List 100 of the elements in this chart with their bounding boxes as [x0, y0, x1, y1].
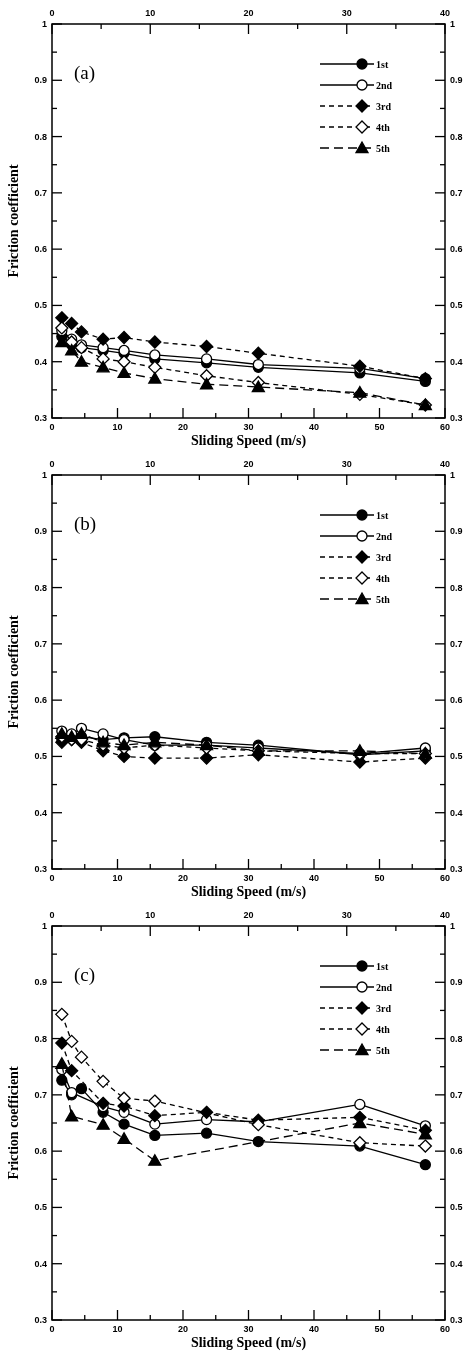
y-axis-title: Friction coefficient — [6, 164, 21, 278]
y2-tick-label: 0.5 — [450, 300, 463, 311]
y-tick-label: 1 — [41, 470, 47, 480]
x-tick-label: 40 — [308, 873, 320, 883]
x-tick-label: 50 — [374, 422, 385, 432]
y2-tick-label: 0.5 — [450, 751, 463, 762]
x2-tick-label: 40 — [439, 8, 451, 18]
y-tick-label: 0.5 — [34, 300, 47, 311]
x2-tick-label: 30 — [341, 459, 352, 469]
x2-tick-label: 40 — [439, 459, 451, 469]
y2-tick-label: 0.3 — [450, 413, 463, 423]
x-tick-label: 60 — [439, 422, 451, 432]
y2-tick-label: 1 — [450, 921, 456, 931]
y2-tick-label: 1 — [450, 19, 456, 29]
y2-tick-label: 0.9 — [450, 75, 463, 86]
y2-tick-label: 0.6 — [450, 695, 463, 706]
legend-label: 5th — [376, 142, 391, 154]
legend-label: 5th — [376, 593, 391, 605]
x-tick-label: 10 — [112, 422, 123, 432]
y-tick-label: 0.4 — [34, 1258, 47, 1269]
y-tick-label: 0.7 — [34, 638, 47, 649]
y2-tick-label: 0.5 — [450, 1202, 463, 1213]
legend-label: 4th — [376, 572, 391, 584]
y-tick-label: 0.3 — [34, 864, 47, 874]
x2-tick-label: 0 — [49, 459, 55, 469]
annotation: (a) — [74, 62, 96, 84]
x-tick-label: 10 — [112, 873, 123, 883]
y2-tick-label: 0.8 — [450, 582, 463, 593]
y-tick-label: 0.8 — [34, 582, 47, 593]
x-tick-label: 0 — [49, 1324, 55, 1334]
x2-tick-label: 20 — [243, 910, 254, 920]
legend-label: 2nd — [376, 79, 393, 91]
x-tick-label: 20 — [177, 873, 189, 883]
legend-label: 3rd — [376, 551, 392, 563]
y2-tick-label: 0.6 — [450, 1146, 463, 1157]
y-tick-label: 0.7 — [34, 1089, 47, 1100]
y-tick-label: 0.6 — [34, 695, 47, 706]
x-axis-title: Sliding Speed (m/s) — [190, 433, 307, 449]
legend-label: 3rd — [376, 100, 392, 112]
y-tick-label: 0.6 — [34, 244, 47, 255]
y-tick-label: 1 — [41, 921, 47, 931]
y2-tick-label: 0.4 — [450, 1258, 463, 1269]
y-axis-title: Friction coefficient — [6, 1066, 21, 1180]
legend-label: 3rd — [376, 1002, 392, 1014]
x-axis-title: Sliding Speed (m/s) — [190, 884, 307, 900]
x-tick-label: 40 — [308, 1324, 320, 1334]
y2-tick-label: 0.4 — [450, 356, 463, 367]
x2-tick-label: 20 — [243, 8, 254, 18]
y2-tick-label: 0.4 — [450, 807, 463, 818]
y-tick-label: 0.6 — [34, 1146, 47, 1157]
y2-tick-label: 0.8 — [450, 1033, 463, 1044]
legend-label: 4th — [376, 1023, 391, 1035]
x-tick-label: 60 — [439, 1324, 451, 1334]
y2-tick-label: 0.6 — [450, 244, 463, 255]
x2-tick-label: 10 — [145, 8, 156, 18]
x2-tick-label: 30 — [341, 8, 352, 18]
y-tick-label: 0.9 — [34, 526, 47, 537]
y-tick-label: 0.5 — [34, 1202, 47, 1213]
x2-tick-label: 10 — [145, 910, 156, 920]
y-tick-label: 0.9 — [34, 75, 47, 86]
x-tick-label: 0 — [49, 422, 55, 432]
x-tick-label: 30 — [243, 1324, 254, 1334]
x-tick-label: 50 — [374, 873, 385, 883]
x-tick-label: 40 — [308, 422, 320, 432]
y2-tick-label: 0.7 — [450, 1089, 463, 1100]
y-tick-label: 0.7 — [34, 187, 47, 198]
y2-tick-label: 0.7 — [450, 638, 463, 649]
legend-label: 2nd — [376, 981, 393, 993]
y-tick-label: 1 — [41, 19, 47, 29]
annotation: (c) — [74, 964, 96, 986]
x2-tick-label: 30 — [341, 910, 352, 920]
x-tick-label: 30 — [243, 873, 254, 883]
x-tick-label: 20 — [177, 422, 189, 432]
x2-tick-label: 0 — [49, 910, 55, 920]
y2-tick-label: 0.8 — [450, 131, 463, 142]
x-axis-title: Sliding Speed (m/s) — [190, 1335, 307, 1351]
y2-tick-label: 0.3 — [450, 864, 463, 874]
y-tick-label: 0.4 — [34, 807, 47, 818]
y-tick-label: 0.8 — [34, 1033, 47, 1044]
x2-tick-label: 0 — [49, 8, 55, 18]
y2-tick-label: 0.9 — [450, 526, 463, 537]
x2-tick-label: 10 — [145, 459, 156, 469]
x-tick-label: 50 — [374, 1324, 385, 1334]
x2-tick-label: 40 — [439, 910, 451, 920]
y-tick-label: 0.3 — [34, 1315, 47, 1325]
x-tick-label: 0 — [49, 873, 55, 883]
x-tick-label: 30 — [243, 422, 254, 432]
x2-tick-label: 20 — [243, 459, 254, 469]
annotation: (b) — [74, 513, 97, 535]
legend-label: 1st — [376, 509, 389, 521]
y-tick-label: 0.5 — [34, 751, 47, 762]
legend-label: 5th — [376, 1044, 391, 1056]
legend-label: 1st — [376, 58, 389, 70]
x-tick-label: 10 — [112, 1324, 123, 1334]
y-tick-label: 0.4 — [34, 356, 47, 367]
legend-label: 4th — [376, 121, 391, 133]
y-axis-title: Friction coefficient — [6, 615, 21, 729]
y2-tick-label: 1 — [450, 470, 456, 480]
y2-tick-label: 0.3 — [450, 1315, 463, 1325]
legend-label: 1st — [376, 960, 389, 972]
